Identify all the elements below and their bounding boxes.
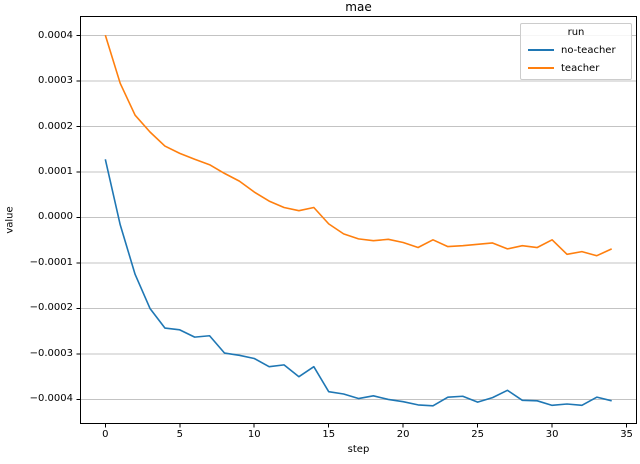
- x-tick-label: 10: [247, 429, 261, 440]
- legend-entry-teacher: teacher: [521, 59, 631, 77]
- no-teacher-line-swatch: [528, 49, 554, 51]
- x-axis-label: step: [347, 444, 370, 455]
- axes-spines: [80, 16, 637, 424]
- x-tick-label: 35: [620, 429, 633, 440]
- x-tick-label: 0: [102, 429, 109, 440]
- y-tick-label: −0.0004: [29, 393, 73, 405]
- y-tick-label: −0.0003: [29, 347, 73, 359]
- legend-entry-no-teacher: no-teacher: [521, 41, 631, 59]
- y-tick-label: −0.0001: [29, 256, 73, 268]
- series-line-no-teacher: [104, 159, 612, 407]
- x-tick-label: 30: [545, 429, 559, 440]
- legend-title: run: [567, 27, 585, 38]
- series-line-teacher: [104, 34, 613, 257]
- chart-title: mae: [345, 0, 372, 14]
- y-axis-label: value: [4, 206, 16, 234]
- y-tick-label: 0.0001: [38, 166, 73, 177]
- legend-label: teacher: [561, 62, 600, 74]
- y-tick-label: 0.0000: [38, 211, 73, 223]
- y-tick-label: −0.0002: [29, 302, 73, 314]
- x-tick-label: 5: [176, 429, 183, 440]
- teacher-line-swatch: [528, 67, 554, 69]
- x-tick-label: 25: [471, 429, 484, 440]
- y-tick-label: 0.0002: [38, 120, 73, 132]
- x-tick-label: 20: [396, 429, 410, 440]
- legend-label: no-teacher: [561, 44, 616, 56]
- legend: run no-teacher teacher: [520, 23, 632, 80]
- y-tick-label: 0.0004: [38, 29, 73, 41]
- x-tick-label: 15: [322, 429, 336, 440]
- plot-area: [76, 16, 637, 428]
- y-tick-label: 0.0003: [38, 75, 73, 87]
